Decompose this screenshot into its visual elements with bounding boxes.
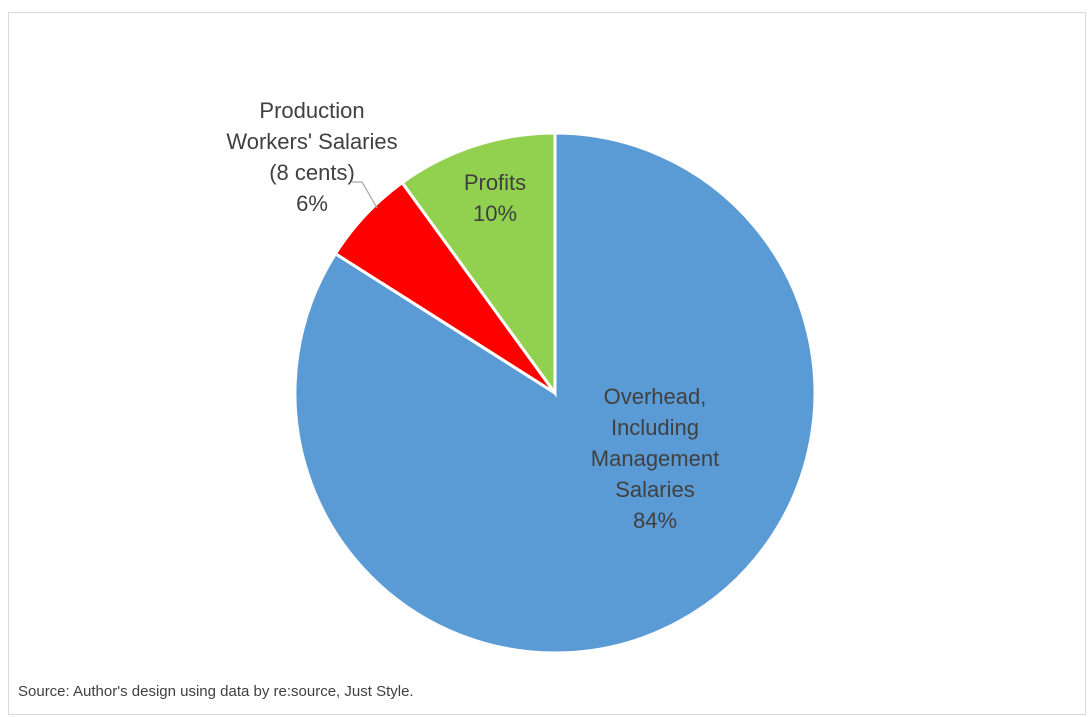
- data-label-line: 6%: [296, 191, 328, 216]
- data-label-1: Overhead, Including Management Salaries 84%: [591, 384, 719, 533]
- data-labels: Overhead, Including Management Salaries 84% P…: [226, 98, 719, 533]
- data-label-line: 10%: [473, 201, 517, 226]
- data-label-line: Workers' Salaries: [226, 129, 397, 154]
- data-label-line: (8 cents): [269, 160, 355, 185]
- data-label-line: Production: [259, 98, 364, 123]
- leader-lines: [352, 181, 378, 209]
- source-note: Source: Author's design using data by re…: [18, 683, 414, 700]
- data-label-line: Overhead,: [604, 384, 707, 409]
- data-label-line: Management: [591, 446, 719, 471]
- pie-slices: [293, 131, 817, 655]
- pie-slice-3: [400, 131, 557, 398]
- data-label-3: Profits 10%: [464, 170, 526, 226]
- leader-line-production-workers: [352, 181, 378, 209]
- data-label-line: Profits: [464, 170, 526, 195]
- data-label-line: Including: [611, 415, 699, 440]
- pie-slice-1: [293, 131, 817, 655]
- data-label-2: Production Workers' Salaries (8 cents) 6%: [226, 98, 397, 216]
- data-label-line: Salaries: [615, 477, 694, 502]
- data-label-line: 84%: [633, 508, 677, 533]
